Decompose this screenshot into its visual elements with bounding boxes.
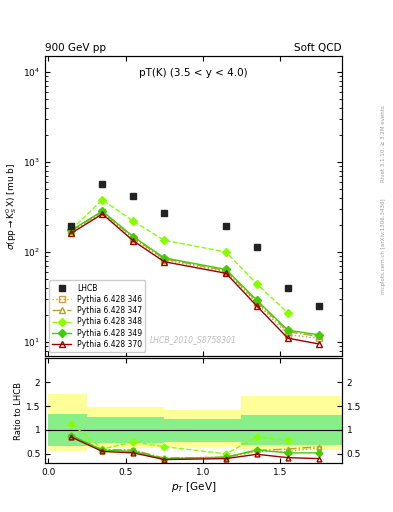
- X-axis label: $p_T$ [GeV]: $p_T$ [GeV]: [171, 480, 216, 494]
- Text: LHCB_2010_S8758301: LHCB_2010_S8758301: [150, 335, 237, 344]
- Text: Rivet 3.1.10, ≥ 3.2M events: Rivet 3.1.10, ≥ 3.2M events: [381, 105, 386, 182]
- Text: pT(K) (3.5 < y < 4.0): pT(K) (3.5 < y < 4.0): [139, 68, 248, 78]
- Text: Soft QCD: Soft QCD: [294, 42, 342, 53]
- Y-axis label: Ratio to LHCB: Ratio to LHCB: [14, 382, 23, 440]
- Text: mcplots.cern.ch [arXiv:1306.3436]: mcplots.cern.ch [arXiv:1306.3436]: [381, 198, 386, 293]
- Y-axis label: $\sigma(\mathsf{pp}{\rightarrow}\mathsf{K}^0_S\,\mathsf{X})$ [mu b]: $\sigma(\mathsf{pp}{\rightarrow}\mathsf{…: [4, 162, 19, 250]
- Text: 900 GeV pp: 900 GeV pp: [45, 42, 106, 53]
- Legend: LHCB, Pythia 6.428 346, Pythia 6.428 347, Pythia 6.428 348, Pythia 6.428 349, Py: LHCB, Pythia 6.428 346, Pythia 6.428 347…: [49, 281, 145, 352]
